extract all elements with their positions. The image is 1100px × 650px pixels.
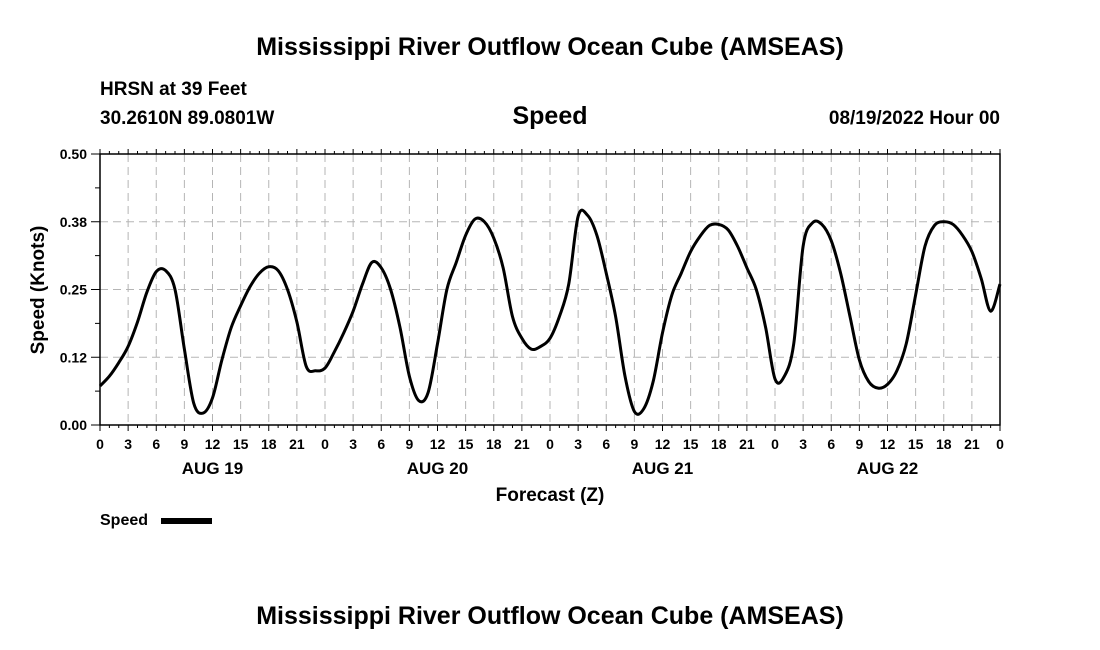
x-tick-label: 21 (514, 436, 530, 452)
location-label: 30.2610N 89.0801W (100, 108, 274, 129)
y-axis-label: Speed (Knots) (28, 226, 49, 355)
x-tick-label: 18 (936, 436, 952, 452)
x-tick-label: 15 (458, 436, 474, 452)
day-label: AUG 19 (182, 459, 243, 478)
grid-lines (100, 154, 1000, 425)
x-tick-label: 18 (261, 436, 277, 452)
x-tick-label: 0 (996, 436, 1004, 452)
x-tick-label: 12 (205, 436, 221, 452)
x-tick-label: 0 (96, 436, 104, 452)
y-axis-ticks: 0.00 0.12 0.25 0.38 0.50 (60, 146, 100, 433)
y-tick-label: 0.38 (60, 214, 87, 230)
x-tick-label: 15 (233, 436, 249, 452)
x-tick-label: 9 (630, 436, 638, 452)
x-tick-label: 0 (321, 436, 329, 452)
day-label: AUG 21 (632, 459, 693, 478)
x-tick-label: 18 (711, 436, 727, 452)
x-tick-label: 15 (683, 436, 699, 452)
day-label: AUG 22 (857, 459, 918, 478)
x-tick-label: 3 (574, 436, 582, 452)
y-tick-label: 0.50 (60, 146, 87, 162)
footer-title: Mississippi River Outflow Ocean Cube (AM… (256, 602, 844, 630)
x-tick-label: 6 (602, 436, 610, 452)
y-tick-label: 0.25 (60, 282, 87, 298)
x-tick-label: 3 (124, 436, 132, 452)
x-tick-label: 12 (430, 436, 446, 452)
x-tick-label: 15 (908, 436, 924, 452)
x-tick-label: 6 (377, 436, 385, 452)
x-tick-label: 0 (546, 436, 554, 452)
series-line-speed (98, 208, 1002, 416)
series-group (98, 208, 1002, 416)
x-axis-label: Forecast (Z) (496, 485, 605, 506)
variable-label: Speed (512, 102, 587, 130)
x-axis-ticks: 0 3 6 9 12 15 18 21 0 3 6 9 12 15 18 21 0 3 6 9 12 15 18 21 0 3 6 9… (96, 149, 1004, 452)
x-tick-label: 6 (152, 436, 160, 452)
datetime-label: 08/19/2022 Hour 00 (829, 108, 1000, 129)
x-tick-label: 3 (799, 436, 807, 452)
station-label: HRSN at 39 Feet (100, 79, 247, 100)
legend: Speed (100, 512, 212, 529)
x-tick-label: 9 (405, 436, 413, 452)
x-tick-label: 9 (855, 436, 863, 452)
day-labels: AUG 19 AUG 20 AUG 21 AUG 22 (182, 459, 918, 478)
x-tick-label: 3 (349, 436, 357, 452)
x-tick-label: 21 (289, 436, 305, 452)
x-tick-label: 12 (880, 436, 896, 452)
x-tick-label: 18 (486, 436, 502, 452)
legend-label: Speed (100, 512, 148, 529)
day-label: AUG 20 (407, 459, 468, 478)
x-tick-label: 12 (655, 436, 671, 452)
x-tick-label: 21 (739, 436, 755, 452)
x-tick-label: 9 (180, 436, 188, 452)
chart-title: Mississippi River Outflow Ocean Cube (AM… (256, 33, 844, 61)
y-tick-label: 0.12 (60, 349, 87, 365)
x-tick-label: 21 (964, 436, 980, 452)
y-tick-label: 0.00 (60, 417, 87, 433)
x-tick-label: 0 (771, 436, 779, 452)
x-tick-label: 6 (827, 436, 835, 452)
